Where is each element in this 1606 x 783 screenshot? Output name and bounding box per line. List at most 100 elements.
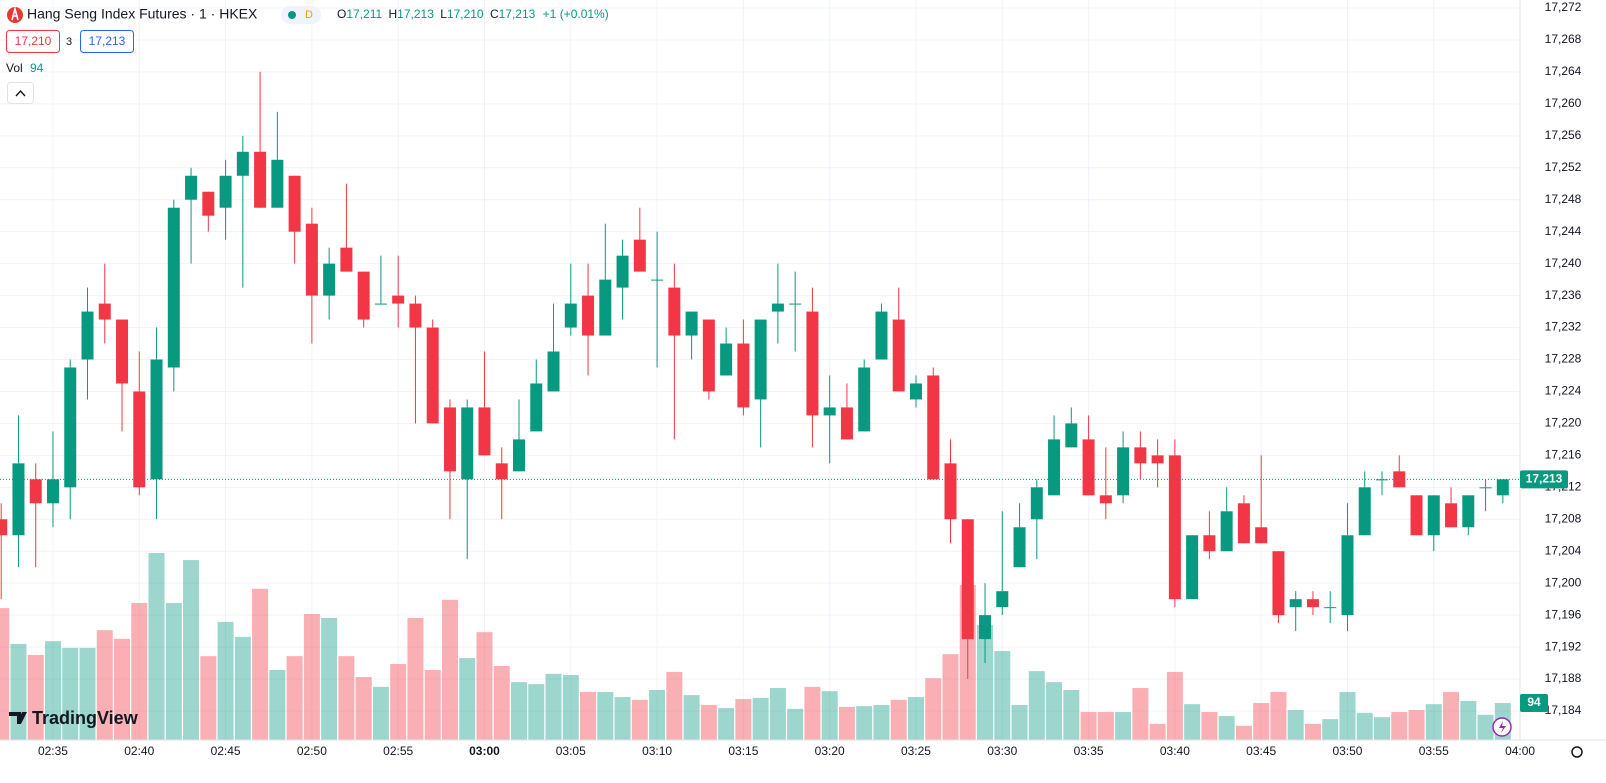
candle-body	[271, 159, 284, 208]
candle-body	[150, 359, 163, 480]
candle-body	[133, 391, 146, 488]
candle-body	[1272, 551, 1285, 616]
candle-body	[116, 319, 129, 384]
volume-bar	[252, 588, 269, 740]
volume-bar	[1218, 715, 1235, 740]
volume-bar	[1374, 717, 1390, 740]
volume-bar	[165, 602, 182, 740]
delay-badge: D	[305, 9, 313, 21]
candle-body	[840, 407, 853, 440]
volume-bar	[269, 669, 286, 740]
market-dot	[288, 11, 296, 19]
candle-body	[1358, 487, 1371, 536]
last-price-label: 17,213	[1526, 472, 1563, 486]
candle-body	[1220, 511, 1233, 552]
y-tick-label: 17,240	[1545, 256, 1582, 270]
candle-body	[1462, 495, 1475, 528]
volume-bar	[200, 656, 217, 740]
candle-body	[737, 343, 750, 408]
volume-bar	[735, 699, 752, 740]
candle-body	[547, 351, 560, 392]
candle-body	[1082, 439, 1095, 496]
sell-button[interactable]	[6, 30, 60, 53]
ohlc-key: L	[440, 7, 447, 21]
volume-bar	[649, 690, 666, 740]
y-tick-label: 17,232	[1545, 320, 1582, 334]
candle-body	[98, 303, 111, 320]
candle-body	[668, 287, 681, 336]
y-tick-label: 17,244	[1545, 224, 1582, 238]
volume-bar	[27, 654, 44, 740]
y-tick-label: 17,200	[1545, 575, 1582, 589]
y-tick-label: 17,192	[1545, 639, 1582, 653]
y-tick-label: 17,236	[1545, 288, 1582, 302]
ohlc-key: H	[389, 7, 398, 21]
volume-bar	[441, 599, 458, 740]
spread: 3	[66, 36, 72, 48]
y-tick-label: 17,256	[1545, 128, 1582, 142]
volume-bar	[1304, 723, 1321, 740]
volume-bar	[1339, 691, 1356, 740]
candle-body	[254, 151, 267, 208]
candle-body	[1186, 535, 1199, 600]
volume-bar	[1115, 712, 1132, 740]
volume-bar	[528, 684, 545, 740]
volume-bar	[1011, 704, 1028, 740]
x-tick-label: 03:40	[1160, 744, 1190, 758]
candle-body	[754, 319, 767, 400]
candle-body	[1324, 607, 1337, 609]
ohlc-key: C	[490, 7, 499, 21]
buy-button[interactable]	[80, 30, 134, 53]
candle-body	[288, 175, 301, 232]
y-tick-label: 17,272	[1545, 0, 1582, 14]
y-tick-label: 17,224	[1545, 384, 1582, 398]
x-tick-label: 02:45	[211, 744, 241, 758]
collapse-button[interactable]	[7, 82, 34, 104]
volume-bar	[459, 658, 476, 740]
candle-body	[357, 271, 370, 320]
y-tick-label: 17,252	[1545, 160, 1582, 174]
candle-body	[461, 407, 474, 480]
volume-bar	[1201, 712, 1218, 740]
symbol-title[interactable]: Hang Seng Index Futures · 1 · HKEX	[27, 6, 258, 22]
x-tick-label: 03:20	[815, 744, 845, 758]
volume-value: 94	[30, 61, 44, 75]
volume-bar	[1046, 682, 1063, 740]
candle-body	[1496, 479, 1509, 496]
volume-bar	[62, 647, 79, 740]
y-tick-label: 17,268	[1545, 32, 1582, 46]
candle-body	[323, 263, 336, 296]
volume-bar	[562, 675, 579, 740]
candle-body	[392, 295, 405, 304]
candle-body	[530, 383, 543, 432]
volume-bar	[1080, 712, 1097, 740]
volume-pane	[0, 553, 1511, 740]
volume-bar	[1443, 691, 1460, 740]
y-tick-label: 17,208	[1545, 511, 1582, 525]
x-tick-label: 03:05	[556, 744, 586, 758]
x-tick-label: 03:00	[469, 744, 500, 758]
ohlc-value: 17,213	[499, 7, 536, 21]
candle-body	[202, 191, 215, 216]
candle-body	[892, 319, 905, 392]
candle-body	[979, 615, 992, 640]
candle-body	[0, 519, 8, 536]
volume-bar	[1063, 690, 1080, 740]
volume-bar	[977, 625, 994, 740]
candle-body	[564, 303, 577, 328]
volume-bar	[769, 688, 786, 740]
candle-body	[426, 327, 439, 424]
price-pane	[0, 71, 1509, 680]
candle-body	[64, 367, 77, 488]
candle-body	[185, 175, 198, 200]
volume-bar	[1184, 704, 1201, 740]
settings-icon[interactable]	[1571, 746, 1583, 758]
volume-bar	[925, 678, 942, 740]
status-badge[interactable]	[281, 6, 321, 24]
candle-body	[720, 343, 733, 376]
volume-bar	[597, 691, 614, 740]
candle-body	[1393, 471, 1406, 488]
volume-bar	[942, 654, 959, 740]
candle-body	[1255, 527, 1268, 544]
candle-body	[1410, 495, 1423, 536]
